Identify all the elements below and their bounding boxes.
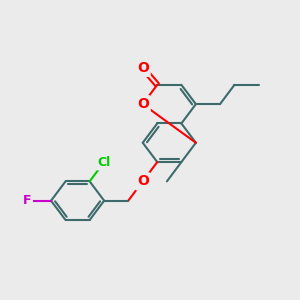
Text: O: O [137, 97, 149, 111]
Text: Cl: Cl [98, 156, 111, 169]
Text: O: O [137, 174, 149, 188]
Text: F: F [23, 194, 31, 207]
Text: O: O [137, 61, 149, 75]
